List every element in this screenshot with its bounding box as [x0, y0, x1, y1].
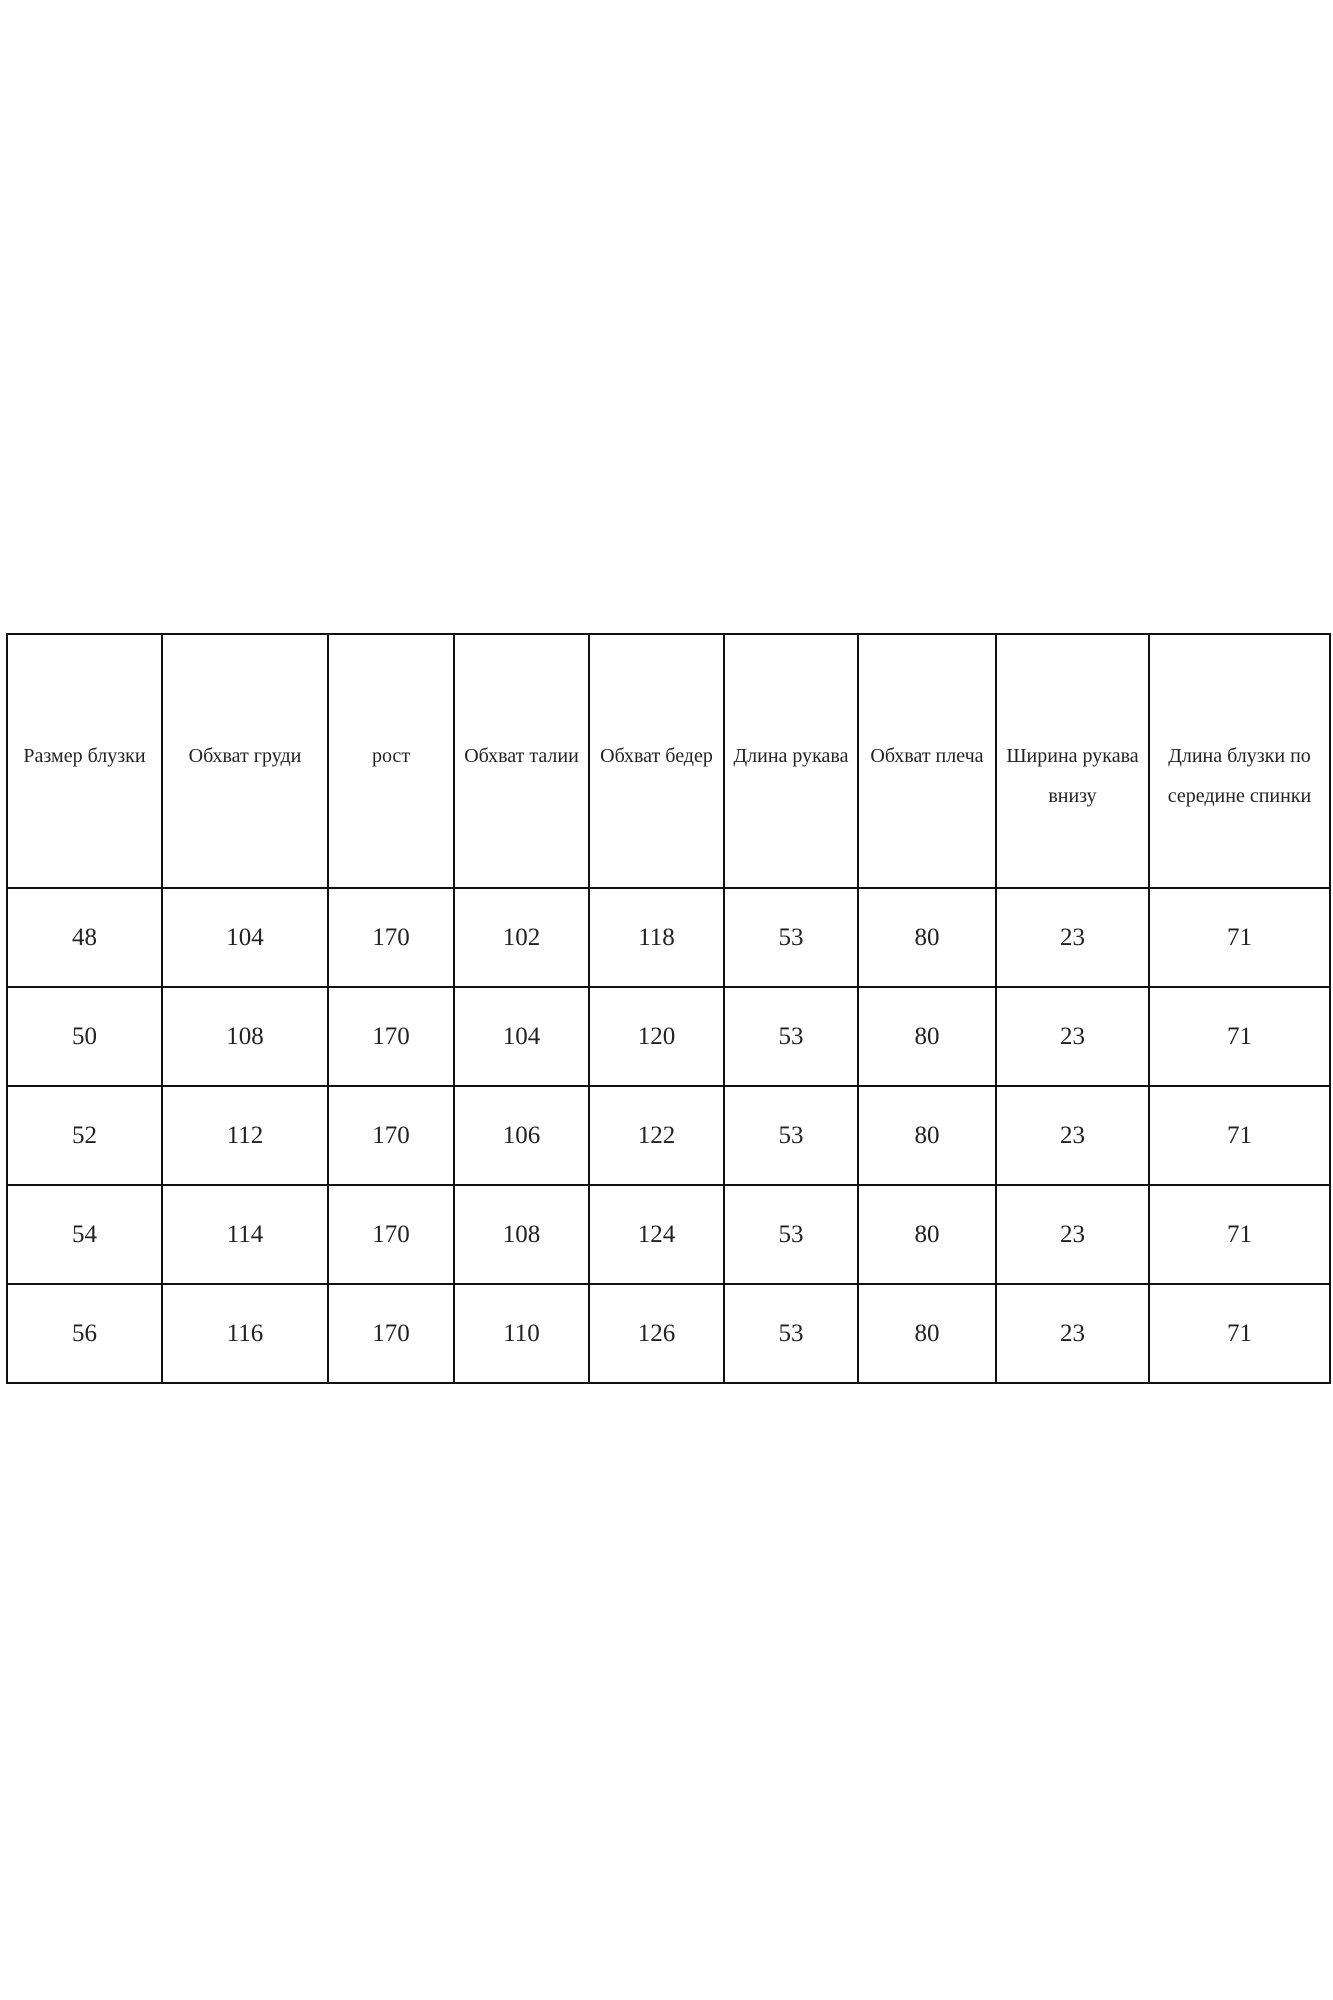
table-cell: 106: [453, 1085, 590, 1186]
table-row: 52 112 170 106 122 53 80 23 71: [6, 1085, 1331, 1186]
header-cell: Ширина рукава внизу: [995, 633, 1150, 889]
table-header: Размер блузки Обхват груди рост Обхват тали…: [6, 633, 1331, 889]
table-cell: 23: [995, 1085, 1150, 1186]
table-cell: 110: [453, 1283, 590, 1384]
header-cell: Размер блузки: [6, 633, 163, 889]
table-cell: 170: [327, 1085, 455, 1186]
table-row: 56 116 170 110 126 53 80 23 71: [6, 1283, 1331, 1384]
table-cell: 108: [161, 986, 329, 1087]
header-cell: Обхват талии: [453, 633, 590, 889]
table-cell: 71: [1148, 1085, 1331, 1186]
table-cell: 80: [857, 986, 997, 1087]
table-cell: 170: [327, 1283, 455, 1384]
table-cell: 80: [857, 887, 997, 988]
table-cell: 170: [327, 986, 455, 1087]
table-cell: 71: [1148, 887, 1331, 988]
table-cell: 23: [995, 1184, 1150, 1285]
table-cell: 112: [161, 1085, 329, 1186]
header-cell: Обхват груди: [161, 633, 329, 889]
table-row: 54 114 170 108 124 53 80 23 71: [6, 1184, 1331, 1285]
table-cell: 23: [995, 887, 1150, 988]
header-row: Размер блузки Обхват груди рост Обхват тали…: [6, 633, 1331, 889]
table-cell: 48: [6, 887, 163, 988]
table-cell: 126: [588, 1283, 725, 1384]
table-cell: 116: [161, 1283, 329, 1384]
table-cell: 114: [161, 1184, 329, 1285]
table-row: 48 104 170 102 118 53 80 23 71: [6, 887, 1331, 988]
header-cell: Длина блузки по середине спинки: [1148, 633, 1331, 889]
table-row: 50 108 170 104 120 53 80 23 71: [6, 986, 1331, 1087]
table-cell: 122: [588, 1085, 725, 1186]
table-cell: 54: [6, 1184, 163, 1285]
table-cell: 118: [588, 887, 725, 988]
table-cell: 104: [453, 986, 590, 1087]
table-cell: 53: [723, 887, 859, 988]
table-cell: 53: [723, 986, 859, 1087]
table-cell: 80: [857, 1085, 997, 1186]
size-table: Размер блузки Обхват груди рост Обхват тали…: [6, 633, 1331, 1384]
table-cell: 170: [327, 887, 455, 988]
table-cell: 56: [6, 1283, 163, 1384]
table-cell: 71: [1148, 1283, 1331, 1384]
table-cell: 80: [857, 1283, 997, 1384]
table-body: 48 104 170 102 118 53 80 23 71 50 108 170 104 120 53 80…: [6, 887, 1331, 1384]
table-cell: 170: [327, 1184, 455, 1285]
table-cell: 23: [995, 1283, 1150, 1384]
table-cell: 120: [588, 986, 725, 1087]
table-cell: 52: [6, 1085, 163, 1186]
table-cell: 124: [588, 1184, 725, 1285]
table-cell: 80: [857, 1184, 997, 1285]
table-cell: 53: [723, 1085, 859, 1186]
table-cell: 53: [723, 1283, 859, 1384]
table-cell: 23: [995, 986, 1150, 1087]
header-cell: Обхват бедер: [588, 633, 725, 889]
table-cell: 108: [453, 1184, 590, 1285]
table-cell: 71: [1148, 1184, 1331, 1285]
header-cell: Обхват плеча: [857, 633, 997, 889]
header-cell: Длина рукава: [723, 633, 859, 889]
table-cell: 104: [161, 887, 329, 988]
table-cell: 50: [6, 986, 163, 1087]
table-cell: 102: [453, 887, 590, 988]
table-cell: 53: [723, 1184, 859, 1285]
header-cell: рост: [327, 633, 455, 889]
table-cell: 71: [1148, 986, 1331, 1087]
